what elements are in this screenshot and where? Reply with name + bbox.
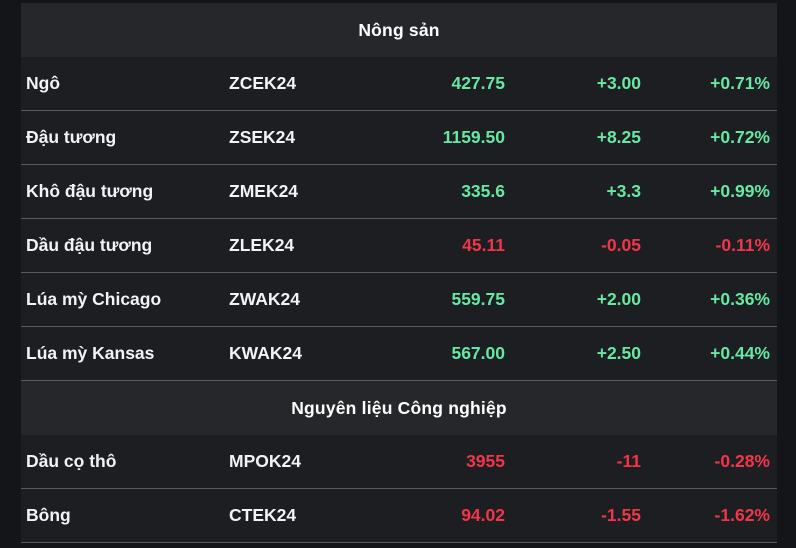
last-price: 3955: [466, 451, 505, 471]
contract-code: CTEK24: [229, 505, 297, 525]
commodity-name: Đậu tương: [26, 127, 117, 147]
table-row[interactable]: Bông CTEK24 94.02 -1.55 -1.62%: [21, 489, 777, 543]
price-change: -0.05: [601, 235, 641, 255]
table-row[interactable]: Đậu tương ZSEK24 1159.50 +8.25 +0.72%: [21, 111, 777, 165]
last-price: 335.6: [461, 181, 505, 201]
price-change: +3.3: [606, 181, 641, 201]
percent-change: +0.99%: [710, 181, 770, 201]
section-header: Nông sản: [21, 3, 777, 57]
table-row[interactable]: Lúa mỳ Kansas KWAK24 567.00 +2.50 +0.44%: [21, 327, 777, 381]
price-change: +3.00: [596, 73, 641, 93]
contract-code: ZLEK24: [229, 235, 295, 255]
percent-change: +0.71%: [710, 73, 770, 93]
section-header: Nguyên liệu Công nghiệp: [21, 381, 777, 435]
percent-change: -0.28%: [714, 451, 770, 471]
last-price: 45.11: [462, 235, 505, 255]
contract-code: KWAK24: [229, 343, 302, 363]
table-row[interactable]: Dầu đậu tương ZLEK24 45.11 -0.05 -0.11%: [21, 219, 777, 273]
percent-change: +0.44%: [710, 343, 770, 363]
section-title: Nông sản: [358, 19, 440, 40]
price-change: -11: [616, 451, 641, 471]
last-price: 94.02: [461, 505, 505, 525]
contract-code: ZCEK24: [229, 73, 297, 93]
percent-change: +0.72%: [710, 127, 770, 147]
section-title: Nguyên liệu Công nghiệp: [291, 397, 507, 418]
commodity-name: Bông: [26, 505, 71, 525]
contract-code: MPOK24: [229, 451, 301, 471]
contract-code: ZWAK24: [229, 289, 300, 309]
last-price: 559.75: [451, 289, 505, 309]
commodity-name: Ngô: [26, 73, 61, 93]
price-change: +2.00: [596, 289, 641, 309]
percent-change: -0.11%: [715, 235, 770, 255]
commodity-name: Lúa mỳ Chicago: [26, 289, 162, 309]
last-price: 1159.50: [442, 127, 505, 147]
last-price: 567.00: [451, 343, 505, 363]
table-row[interactable]: Lúa mỳ Chicago ZWAK24 559.75 +2.00 +0.36…: [21, 273, 777, 327]
price-change: +2.50: [596, 343, 641, 363]
table-row[interactable]: Ngô ZCEK24 427.75 +3.00 +0.71%: [21, 57, 777, 111]
commodity-name: Lúa mỳ Kansas: [26, 343, 155, 363]
price-board: Nông sản Ngô ZCEK24 427.75 +3.00 +0.71% …: [21, 3, 777, 543]
contract-code: ZMEK24: [229, 181, 299, 201]
contract-code: ZSEK24: [229, 127, 296, 147]
last-price: 427.75: [451, 73, 505, 93]
commodity-name: Dầu cọ thô: [26, 451, 117, 471]
commodity-name: Khô đậu tương: [26, 181, 154, 201]
table-row[interactable]: Dầu cọ thô MPOK24 3955 -11 -0.28%: [21, 435, 777, 489]
price-change: -1.55: [601, 505, 641, 525]
price-change: +8.25: [596, 127, 641, 147]
percent-change: +0.36%: [710, 289, 770, 309]
commodity-name: Dầu đậu tương: [26, 235, 153, 255]
table-row[interactable]: Khô đậu tương ZMEK24 335.6 +3.3 +0.99%: [21, 165, 777, 219]
percent-change: -1.62%: [714, 505, 770, 525]
